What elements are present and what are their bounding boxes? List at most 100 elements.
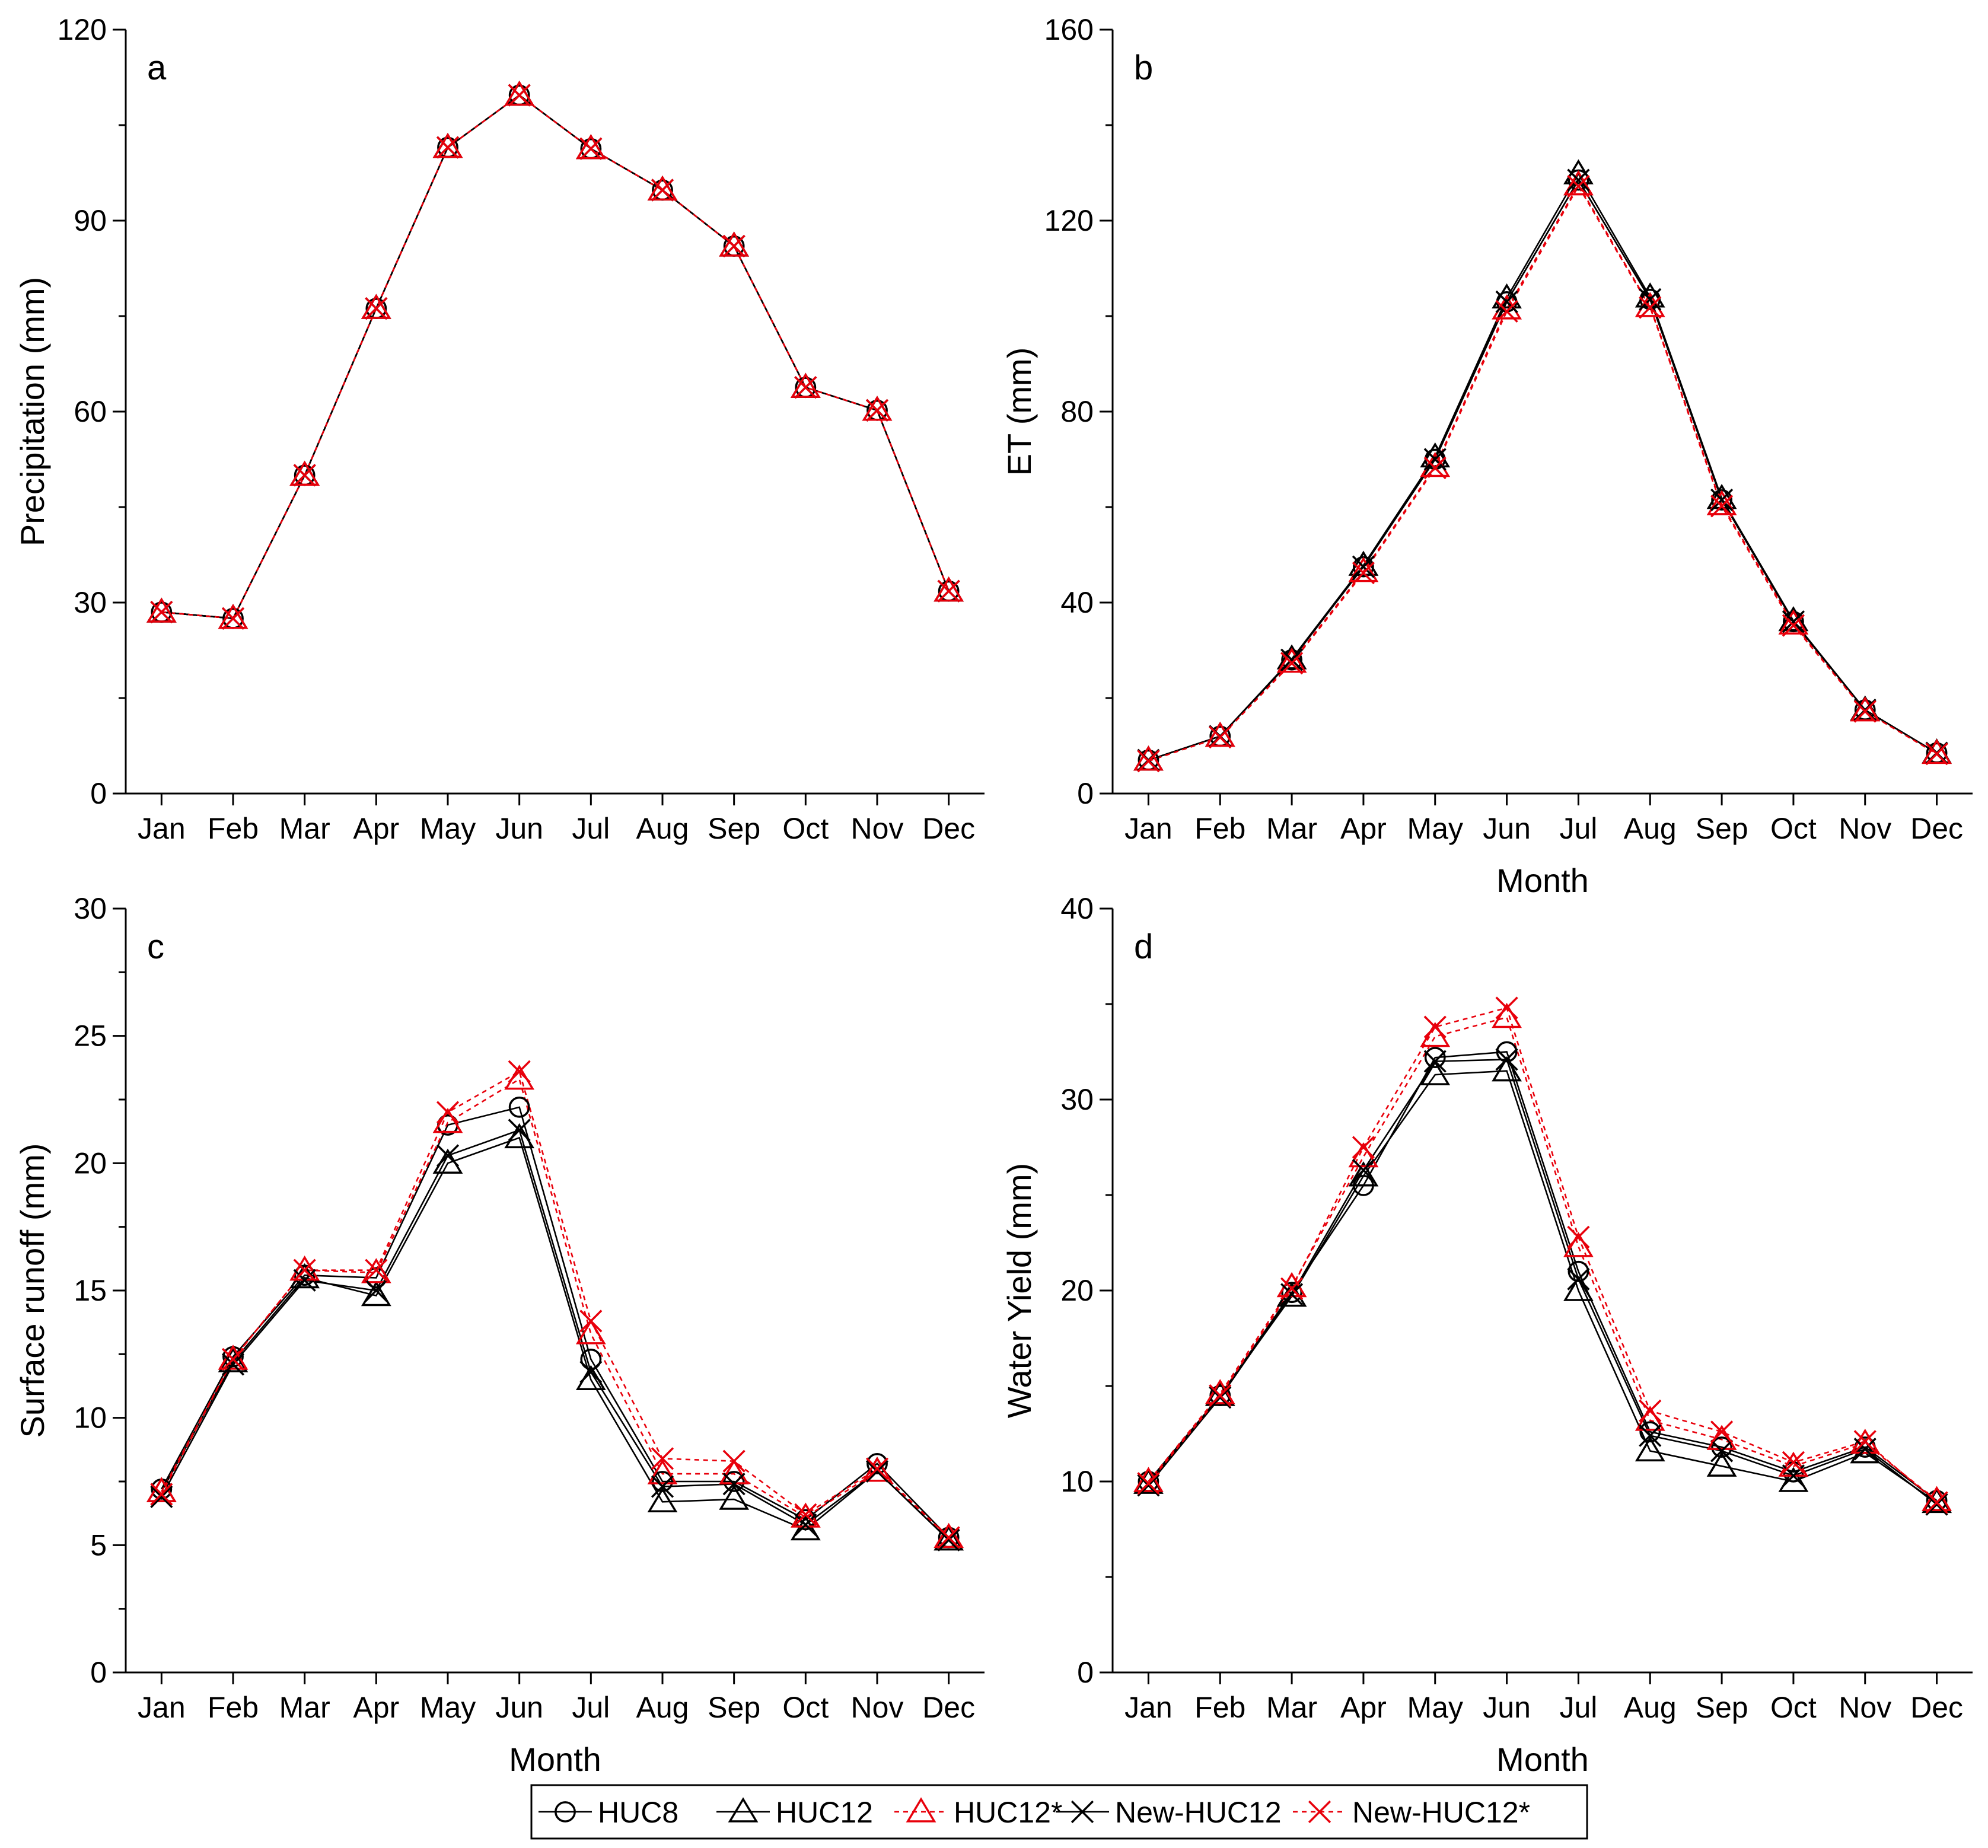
data-point — [647, 175, 678, 201]
x-tick-label: Nov — [1839, 812, 1891, 845]
data-point — [365, 1279, 388, 1302]
x-tick-label: Jul — [1559, 812, 1597, 845]
x-tick-label: Oct — [782, 1691, 829, 1724]
x-tick-label: Feb — [1194, 1691, 1245, 1724]
data-point — [150, 601, 173, 624]
data-point — [1639, 1424, 1662, 1447]
y-tick-label: 160 — [1044, 13, 1094, 46]
legend-items: HUC8 HUC12 HUC12* New-HUC12 New-HUC12* — [539, 1796, 1530, 1829]
data-point — [934, 1522, 964, 1549]
data-point — [1209, 1384, 1232, 1407]
data-point — [1706, 483, 1737, 509]
x-tick-label: May — [420, 1691, 476, 1724]
data-point — [1710, 495, 1734, 518]
data-point — [1423, 456, 1447, 480]
data-point — [361, 1280, 391, 1307]
data-point — [794, 1513, 817, 1537]
data-point — [1567, 1267, 1590, 1291]
data-point — [937, 1528, 960, 1551]
data-point — [508, 1096, 530, 1118]
data-point — [1710, 1439, 1734, 1463]
series-line — [161, 1078, 950, 1538]
data-point — [1348, 550, 1379, 576]
x-tick-label: Feb — [1194, 812, 1245, 845]
x-tick-label: Aug — [1624, 812, 1677, 845]
data-point — [150, 1483, 173, 1506]
data-point — [1424, 1047, 1446, 1069]
y-tick-label: 0 — [1077, 777, 1094, 810]
data-point — [1853, 1438, 1877, 1461]
x-tick-label: Aug — [1624, 1691, 1677, 1724]
panel-b: 0 40 80 120 160 Jan Feb Mar Apr May Jun Jul Aug Sep Oc… — [1001, 13, 1973, 899]
data-point — [1850, 1438, 1881, 1464]
x-tick-label: Sep — [1696, 812, 1748, 845]
data-point — [647, 1459, 678, 1484]
data-point — [865, 1457, 889, 1480]
data-point — [1639, 288, 1662, 311]
data-point — [1567, 168, 1590, 192]
x-tick-label: Sep — [1696, 1691, 1748, 1724]
data-point — [1495, 299, 1518, 323]
data-point — [1209, 1386, 1232, 1409]
data-point — [1352, 562, 1375, 585]
data-point — [790, 372, 821, 398]
y-tick-label: 0 — [1077, 1656, 1094, 1689]
legend: HUC8 HUC12 HUC12* New-HUC12 New-HUC12* — [530, 1784, 1588, 1840]
x-tick-label: Mar — [1266, 1691, 1317, 1724]
panel-letter: b — [1134, 49, 1153, 87]
legend-label: New-HUC12 — [1115, 1796, 1282, 1829]
x-tick-label: Aug — [636, 1691, 689, 1724]
panel-letter: a — [147, 49, 167, 87]
legend-item: New-HUC12 — [1056, 1796, 1282, 1829]
data-point — [1137, 1474, 1160, 1497]
data-point — [508, 1119, 531, 1142]
data-point — [1639, 1399, 1662, 1422]
x-tick-label: Apr — [353, 812, 399, 845]
data-point — [723, 1471, 745, 1492]
series-line — [1148, 179, 1938, 761]
x-tick-label: Mar — [1266, 812, 1317, 845]
series-line — [1148, 1070, 1938, 1503]
y-axis-title: Water Yield (mm) — [1001, 1163, 1038, 1418]
data-point — [1782, 610, 1805, 633]
data-point — [1925, 743, 1948, 766]
data-point — [1925, 1491, 1948, 1514]
data-point — [432, 1148, 463, 1174]
data-point — [1280, 652, 1304, 675]
x-tick-label: Oct — [782, 812, 829, 845]
x-tick-label: Jun — [495, 812, 543, 845]
data-point — [508, 84, 531, 107]
y-axis-title: Surface runoff (mm) — [14, 1143, 51, 1438]
data-point — [1348, 557, 1379, 582]
data-point — [722, 1473, 746, 1496]
data-point — [1782, 1451, 1805, 1474]
panel-letter: c — [147, 928, 164, 966]
data-point — [1567, 1225, 1590, 1248]
x-tick-label: Sep — [708, 1691, 760, 1724]
legend-label: HUC12 — [776, 1796, 873, 1829]
data-point — [1420, 1060, 1451, 1085]
data-point — [651, 1475, 674, 1498]
data-point — [1420, 442, 1451, 468]
data-point — [579, 137, 603, 160]
legend-marker — [728, 1797, 759, 1822]
legend-item: HUC12 — [716, 1796, 873, 1829]
data-point — [1495, 290, 1518, 313]
data-point — [432, 132, 463, 158]
data-point — [508, 1060, 531, 1083]
y-tick-label: 20 — [1060, 1274, 1094, 1307]
data-point — [865, 399, 889, 422]
data-point — [575, 134, 606, 160]
data-point — [1925, 1493, 1948, 1516]
series-line — [1148, 1016, 1938, 1502]
x-tick-label: Jun — [1483, 1691, 1531, 1724]
data-point — [1423, 1015, 1447, 1038]
legend-label: HUC8 — [598, 1796, 678, 1829]
data-point — [1635, 1436, 1665, 1462]
series-line — [161, 94, 950, 620]
data-point — [293, 1258, 316, 1282]
data-point — [1496, 1041, 1518, 1063]
panel-c: 0 5 10 15 20 25 30 Jan Feb Mar Apr May Jun Jul Aug Sep O… — [14, 892, 985, 1778]
panel-d: 0 10 20 30 40 Jan Feb Mar Apr May Jun Jul Aug Sep Oct N… — [1001, 892, 1973, 1778]
